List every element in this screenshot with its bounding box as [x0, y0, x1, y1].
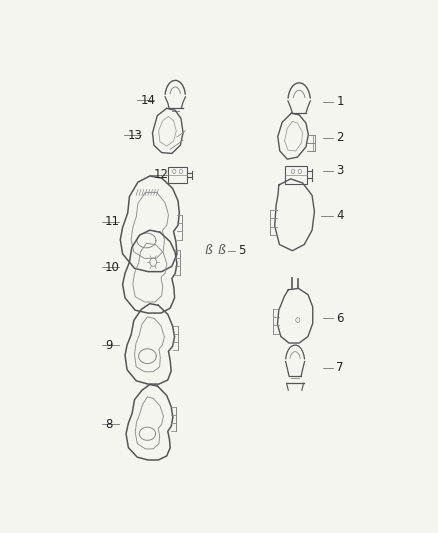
Text: 5: 5	[238, 244, 245, 257]
Text: 14: 14	[141, 94, 155, 107]
Bar	[285, 166, 307, 184]
Text: 6: 6	[336, 312, 344, 325]
Text: 10: 10	[105, 261, 120, 273]
Text: 8: 8	[105, 418, 113, 431]
Text: 3: 3	[336, 164, 344, 177]
Text: ß: ß	[204, 244, 212, 257]
Text: 9: 9	[105, 338, 113, 352]
Bar	[168, 167, 187, 183]
Text: 2: 2	[336, 131, 344, 144]
Text: 11: 11	[105, 215, 120, 229]
Text: 7: 7	[336, 361, 344, 374]
Text: 4: 4	[336, 209, 344, 222]
Text: 1: 1	[336, 95, 344, 108]
Text: 13: 13	[128, 129, 143, 142]
Text: 12: 12	[153, 168, 168, 181]
Text: ß: ß	[217, 244, 225, 257]
